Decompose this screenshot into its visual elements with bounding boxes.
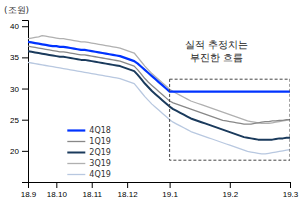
x-tick-mark [127,182,128,188]
x-tick: 18.9 [21,182,37,199]
legend: 4Q18 1Q19 2Q19 3Q19 4Q19 [67,126,111,179]
x-tick-label: 18.11 [83,190,103,199]
x-tick: 18.12 [118,182,139,199]
x-tick-label: 18.12 [118,190,139,199]
y-tick-label: 40 [10,22,19,31]
x-axis-line [29,183,291,189]
legend-swatch [67,141,85,142]
legend-swatch [67,174,85,175]
x-tick: 18.11 [83,182,103,199]
x-tick-label: 19.2 [223,190,239,199]
highlight-box [170,79,290,160]
legend-label: 1Q19 [89,137,111,146]
annotation: 실적 추정치는부진한 흐름 [185,39,248,63]
y-tick-mark [22,57,28,58]
x-tick-label: 18.10 [47,190,68,199]
legend-swatch [67,163,85,164]
x-tick-label: 19.1 [162,190,178,199]
x-tick-label: 18.9 [21,190,37,199]
y-tick-label: 35 [10,53,19,62]
x-tick-mark [230,182,231,188]
y-unit-label: (조원) [4,5,29,15]
x-tick-label: 19.3 [283,190,299,199]
plot: 18.9 18.10 18.11 18.12 19.1 19.2 19.3 20 25 30 35 4… [10,21,299,199]
x-tick-mark [92,182,93,188]
legend-label: 2Q19 [89,148,111,157]
y-tick-label: 30 [10,85,19,94]
legend-swatch [67,129,85,131]
y-tick-mark [22,120,28,121]
series-line [28,51,290,139]
x-tick: 19.3 [283,182,299,199]
y-tick-mark [22,151,28,152]
y-tick: 25 [10,116,28,125]
marks [28,36,290,161]
x-tick: 19.2 [223,182,239,199]
x-tick-mark [290,182,291,188]
y-tick-label: 20 [10,147,19,156]
y-tick-mark [22,89,28,90]
legend-label: 3Q19 [89,159,111,168]
x-tick-mark [56,182,57,188]
x-tick: 19.1 [162,182,178,199]
y-axis: 20 25 30 35 40 [10,21,28,183]
x-axis: 18.9 18.10 18.11 18.12 19.1 19.2 19.3 [21,182,299,199]
y-tick-mark [22,26,28,27]
x-tick: 18.10 [47,182,68,199]
chart: 18.9 18.10 18.11 18.12 19.1 19.2 19.3 20 25 30 35 4… [0,0,300,200]
x-tick-mark [170,182,171,188]
series-line [28,46,290,124]
y-tick: 30 [10,85,28,94]
y-axis-line [22,21,29,183]
y-tick: 35 [10,53,28,62]
y-tick: 40 [10,22,28,31]
legend-label: 4Q18 [89,126,111,135]
y-tick-label: 25 [10,116,19,125]
series-line [28,62,290,154]
y-tick: 20 [10,147,28,156]
legend-swatch [67,152,85,154]
series-line [28,42,290,92]
legend-label: 4Q19 [89,170,111,179]
